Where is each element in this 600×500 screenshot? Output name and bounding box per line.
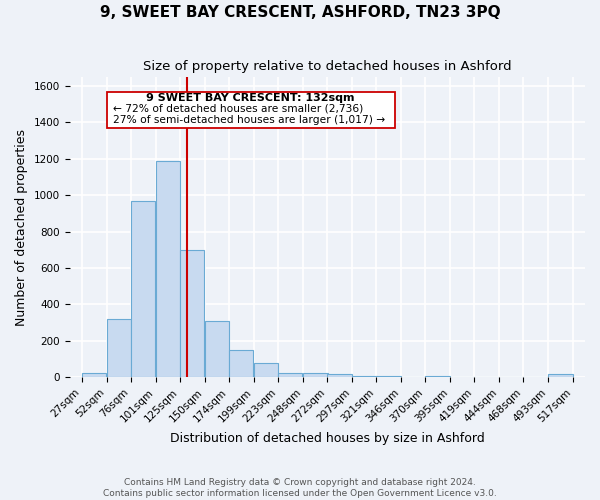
Bar	[229, 350, 253, 377]
Bar	[82, 372, 106, 377]
Bar	[303, 374, 328, 377]
Bar	[205, 320, 229, 377]
Bar	[548, 374, 573, 377]
Text: ← 72% of detached houses are smaller (2,736): ← 72% of detached houses are smaller (2,…	[113, 104, 363, 114]
Bar	[376, 376, 401, 377]
Bar	[352, 376, 377, 377]
Bar	[327, 374, 352, 377]
Bar	[156, 160, 181, 377]
Bar	[180, 250, 205, 377]
Bar	[425, 376, 449, 377]
FancyBboxPatch shape	[107, 92, 395, 128]
X-axis label: Distribution of detached houses by size in Ashford: Distribution of detached houses by size …	[170, 432, 485, 445]
Y-axis label: Number of detached properties: Number of detached properties	[15, 128, 28, 326]
Text: 27% of semi-detached houses are larger (1,017) →: 27% of semi-detached houses are larger (…	[113, 115, 385, 125]
Bar	[131, 200, 155, 377]
Text: 9, SWEET BAY CRESCENT, ASHFORD, TN23 3PQ: 9, SWEET BAY CRESCENT, ASHFORD, TN23 3PQ	[100, 5, 500, 20]
Text: 9 SWEET BAY CRESCENT: 132sqm: 9 SWEET BAY CRESCENT: 132sqm	[146, 92, 355, 102]
Bar	[278, 372, 302, 377]
Bar	[107, 319, 131, 377]
Bar	[254, 364, 278, 377]
Title: Size of property relative to detached houses in Ashford: Size of property relative to detached ho…	[143, 60, 512, 73]
Text: Contains HM Land Registry data © Crown copyright and database right 2024.
Contai: Contains HM Land Registry data © Crown c…	[103, 478, 497, 498]
